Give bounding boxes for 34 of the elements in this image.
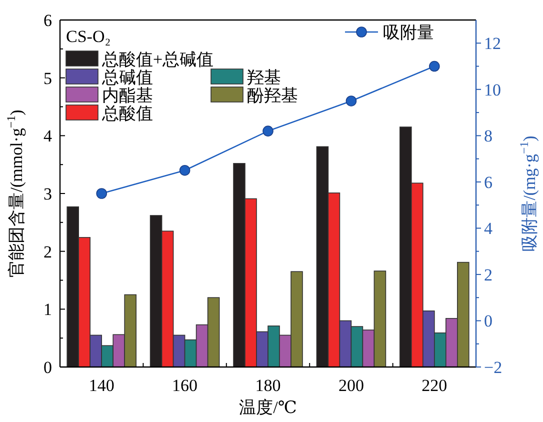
legend-label: 吸附量: [383, 23, 434, 42]
legend-label: 总酸值+总碱值: [101, 50, 214, 69]
y-tick-label: 0: [44, 358, 52, 377]
y2-tick-label: −2: [484, 358, 502, 377]
x-tick-label: 140: [88, 376, 114, 395]
x-tick-label: 180: [255, 376, 281, 395]
y2-tick-label: 12: [484, 34, 501, 54]
x-tick-label: 160: [172, 376, 198, 395]
x-axis-title: 温度/℃: [239, 398, 297, 417]
legend-label: 酚羟基: [247, 86, 298, 105]
point: [262, 126, 274, 136]
y-tick-label: 2: [44, 242, 52, 262]
legend-label: 总酸值: [101, 104, 153, 123]
y2-tick-label: 6: [484, 172, 492, 192]
x-tick-label: 200: [338, 376, 364, 395]
y2-tick-label: 0: [484, 312, 492, 331]
point: [346, 96, 357, 106]
y-tick-label: 4: [44, 126, 52, 146]
legend-label: 总碱值: [101, 68, 153, 87]
y-tick-label: 1: [44, 300, 52, 320]
y2-tick-label: 8: [484, 126, 492, 146]
point: [179, 164, 190, 176]
y2-tick-label: 2: [484, 265, 492, 284]
y2-tick-label: 4: [484, 219, 493, 238]
point: [96, 188, 107, 199]
y-tick-label: 3: [44, 184, 52, 204]
legend-label: 内酯基: [102, 86, 153, 105]
y-tick-label: 6: [44, 11, 52, 30]
y-tick-label: 5: [44, 68, 52, 88]
annotation: CS-O₂: [66, 27, 111, 46]
point: [429, 60, 440, 72]
x-tick-label: 220: [422, 376, 448, 395]
legend-label: 羟基: [247, 68, 281, 87]
y2-tick-label: 10: [484, 80, 501, 100]
